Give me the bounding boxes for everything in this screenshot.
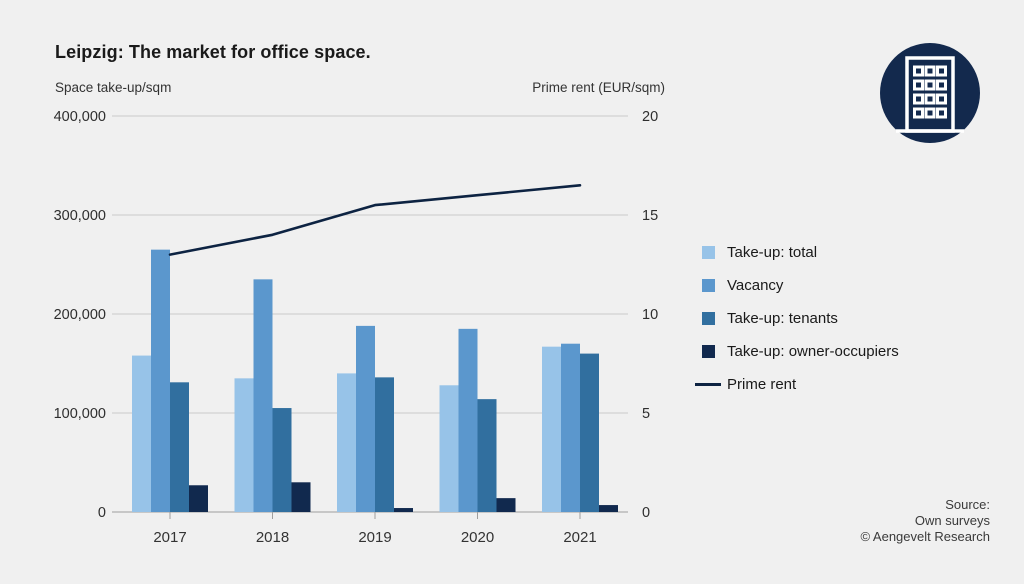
year-label: 2019 bbox=[358, 529, 391, 546]
bar bbox=[291, 482, 311, 512]
prime-rent-line bbox=[168, 184, 582, 256]
bar-series-0 bbox=[132, 346, 561, 512]
legend-swatch-takeup-tenants bbox=[702, 311, 715, 325]
source-copyright: © Aengevelt Research bbox=[860, 529, 990, 544]
bar bbox=[272, 408, 292, 512]
legend-swatch-vacancy bbox=[702, 278, 715, 292]
chart-legend: Take-up: total Vacancy Take-up: tenants … bbox=[695, 242, 899, 407]
right-tick-label: 20 bbox=[642, 109, 658, 125]
bar bbox=[496, 498, 516, 512]
year-label: 2021 bbox=[563, 529, 596, 546]
bar-series-1 bbox=[151, 249, 580, 512]
bar bbox=[599, 505, 618, 512]
left-axis-header: Space take-up/sqm bbox=[55, 80, 172, 95]
left-tick-label: 100,000 bbox=[54, 406, 106, 422]
building-icon bbox=[896, 56, 964, 133]
bar bbox=[337, 373, 356, 512]
left-tick-label: 0 bbox=[98, 505, 106, 521]
legend-item-takeup-total: Take-up: total bbox=[702, 242, 899, 262]
legend-label-takeup-total: Take-up: total bbox=[727, 243, 818, 261]
bar bbox=[439, 385, 459, 512]
right-axis-header: Prime rent (EUR/sqm) bbox=[532, 80, 665, 95]
year-label: 2020 bbox=[461, 529, 494, 546]
source-surveys: Own surveys bbox=[914, 513, 990, 528]
logo-circle bbox=[880, 43, 980, 143]
legend-item-vacancy: Vacancy bbox=[702, 275, 899, 295]
source-label: Source: bbox=[945, 497, 990, 512]
legend-swatch-takeup-total bbox=[702, 245, 715, 259]
legend-item-takeup-owner-occupiers: Take-up: owner-occupiers bbox=[702, 341, 899, 361]
legend-label-takeup-owner-occupiers: Take-up: owner-occupiers bbox=[727, 342, 899, 360]
right-tick-label: 15 bbox=[642, 208, 658, 224]
left-tick-label: 400,000 bbox=[54, 109, 106, 125]
right-tick-label: 10 bbox=[642, 307, 658, 323]
legend-label-prime-rent: Prime rent bbox=[727, 375, 797, 393]
bar bbox=[356, 325, 375, 512]
bar bbox=[561, 343, 580, 512]
bar-series-3 bbox=[189, 482, 618, 512]
right-tick-label: 5 bbox=[642, 406, 650, 422]
legend-item-prime-rent: Prime rent bbox=[695, 374, 899, 394]
bar bbox=[189, 485, 208, 512]
bar bbox=[477, 399, 497, 512]
x-axis: 2017 2018 2019 2020 2021 bbox=[153, 512, 597, 546]
year-label: 2018 bbox=[256, 529, 289, 546]
left-tick-label: 200,000 bbox=[54, 307, 106, 323]
aengevelt-logo bbox=[880, 43, 980, 143]
bar bbox=[375, 377, 394, 512]
legend-swatch-takeup-owner-occupiers bbox=[702, 344, 715, 358]
bar bbox=[132, 355, 151, 512]
left-tick-label: 300,000 bbox=[54, 208, 106, 224]
bar bbox=[580, 353, 599, 512]
bar bbox=[542, 346, 561, 512]
right-tick-label: 0 bbox=[642, 505, 650, 521]
chart-title: Leipzig: The market for office space. bbox=[55, 42, 371, 62]
legend-swatch-prime-rent bbox=[695, 382, 721, 386]
legend-item-takeup-tenants: Take-up: tenants bbox=[702, 308, 899, 328]
legend-label-takeup-tenants: Take-up: tenants bbox=[727, 309, 838, 327]
bar bbox=[253, 279, 273, 512]
legend-label-vacancy: Vacancy bbox=[727, 276, 784, 294]
year-label: 2017 bbox=[153, 529, 186, 546]
bar bbox=[151, 249, 170, 512]
source-attribution: Source: Own surveys © Aengevelt Research bbox=[860, 497, 990, 545]
bar bbox=[394, 508, 413, 512]
bar-series-2 bbox=[170, 353, 599, 512]
bar bbox=[458, 328, 478, 512]
bar bbox=[234, 378, 254, 512]
bar bbox=[170, 382, 189, 512]
